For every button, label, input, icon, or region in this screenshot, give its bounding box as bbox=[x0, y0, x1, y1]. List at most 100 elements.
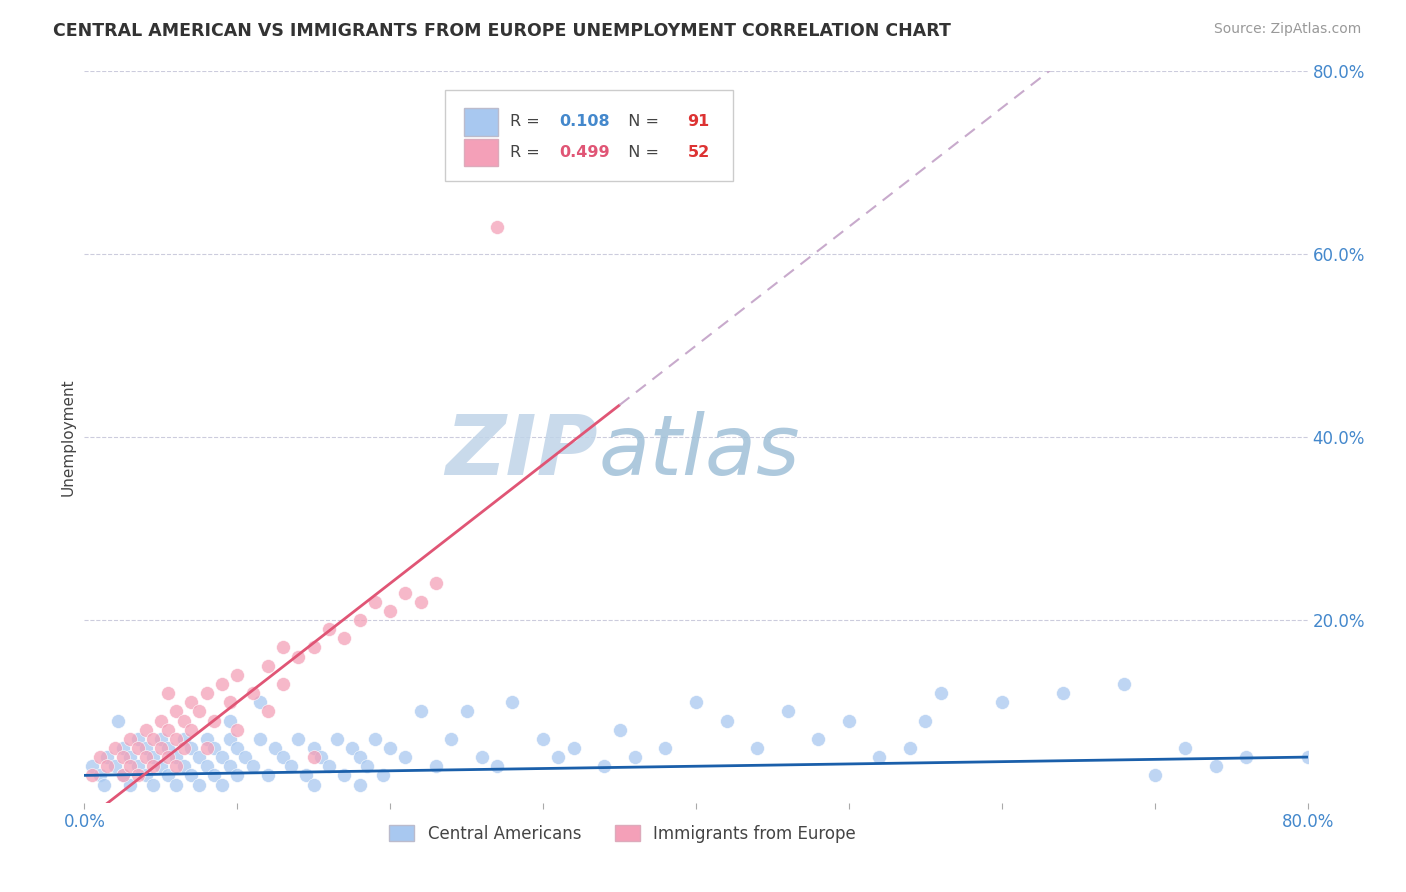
Point bbox=[776, 705, 799, 719]
Point bbox=[425, 576, 447, 591]
Point bbox=[242, 686, 264, 700]
Point bbox=[914, 714, 936, 728]
Point bbox=[142, 778, 165, 792]
Point bbox=[349, 750, 371, 764]
Point bbox=[456, 705, 478, 719]
Point bbox=[578, 128, 600, 143]
Point bbox=[188, 750, 211, 764]
Point bbox=[233, 750, 256, 764]
Point bbox=[1052, 686, 1074, 700]
Point bbox=[302, 740, 325, 755]
Text: 52: 52 bbox=[688, 145, 710, 160]
Text: R =: R = bbox=[510, 145, 546, 160]
Point bbox=[1296, 750, 1319, 764]
Point bbox=[149, 740, 172, 755]
Point bbox=[142, 759, 165, 773]
Point bbox=[409, 594, 432, 608]
Point bbox=[264, 740, 287, 755]
Point bbox=[1174, 740, 1197, 755]
Point bbox=[1114, 677, 1136, 691]
Point bbox=[127, 740, 149, 755]
Point bbox=[96, 759, 118, 773]
Point bbox=[380, 604, 402, 618]
Point bbox=[149, 731, 172, 746]
Point bbox=[364, 731, 387, 746]
Point bbox=[157, 750, 180, 764]
Point bbox=[149, 714, 172, 728]
Point bbox=[149, 759, 172, 773]
Point bbox=[195, 731, 218, 746]
Point bbox=[120, 750, 142, 764]
Point bbox=[440, 731, 463, 746]
Point bbox=[165, 750, 187, 764]
Point bbox=[135, 750, 157, 764]
Point bbox=[180, 740, 202, 755]
Point bbox=[364, 594, 387, 608]
Point bbox=[838, 714, 860, 728]
Bar bbox=[464, 138, 498, 167]
Point bbox=[394, 750, 416, 764]
Text: R =: R = bbox=[510, 114, 546, 129]
Point bbox=[271, 640, 294, 655]
Point bbox=[380, 740, 402, 755]
Point bbox=[624, 750, 647, 764]
Point bbox=[165, 705, 187, 719]
Point bbox=[257, 705, 280, 719]
Point bbox=[180, 695, 202, 709]
Point bbox=[226, 740, 249, 755]
Point bbox=[271, 677, 294, 691]
Y-axis label: Unemployment: Unemployment bbox=[60, 378, 76, 496]
Point bbox=[127, 731, 149, 746]
Point bbox=[747, 740, 769, 755]
Point bbox=[180, 768, 202, 782]
Point bbox=[104, 759, 127, 773]
Point bbox=[531, 731, 554, 746]
Point bbox=[195, 740, 218, 755]
Point bbox=[333, 768, 356, 782]
Point bbox=[593, 759, 616, 773]
Point bbox=[807, 731, 830, 746]
Point bbox=[249, 695, 271, 709]
Point bbox=[242, 759, 264, 773]
Point bbox=[111, 768, 134, 782]
Point bbox=[202, 714, 225, 728]
Point bbox=[211, 677, 233, 691]
Point bbox=[425, 759, 447, 773]
Point bbox=[685, 695, 707, 709]
Point bbox=[142, 750, 165, 764]
Point bbox=[226, 768, 249, 782]
Point bbox=[218, 759, 240, 773]
Legend: Central Americans, Immigrants from Europe: Central Americans, Immigrants from Europ… bbox=[382, 818, 862, 849]
Point bbox=[898, 740, 921, 755]
Point bbox=[195, 759, 218, 773]
Point bbox=[371, 768, 394, 782]
Point bbox=[120, 778, 142, 792]
Text: ZIP: ZIP bbox=[446, 411, 598, 492]
Point bbox=[96, 750, 118, 764]
Point bbox=[991, 695, 1014, 709]
Point bbox=[609, 723, 631, 737]
Point bbox=[280, 759, 302, 773]
Point bbox=[111, 740, 134, 755]
Point bbox=[188, 705, 211, 719]
Point bbox=[349, 778, 371, 792]
Point bbox=[271, 750, 294, 764]
Point bbox=[89, 768, 111, 782]
Point bbox=[202, 768, 225, 782]
Point bbox=[165, 731, 187, 746]
Point bbox=[562, 740, 585, 755]
Point bbox=[349, 613, 371, 627]
Point bbox=[142, 731, 165, 746]
Point bbox=[89, 750, 111, 764]
Text: 0.499: 0.499 bbox=[560, 145, 610, 160]
Point bbox=[173, 714, 195, 728]
Text: N =: N = bbox=[617, 145, 664, 160]
Point bbox=[135, 768, 157, 782]
Point bbox=[135, 723, 157, 737]
Text: atlas: atlas bbox=[598, 411, 800, 492]
Point bbox=[1205, 759, 1227, 773]
Point bbox=[120, 759, 142, 773]
Point bbox=[157, 686, 180, 700]
Point bbox=[173, 731, 195, 746]
Text: 91: 91 bbox=[688, 114, 710, 129]
